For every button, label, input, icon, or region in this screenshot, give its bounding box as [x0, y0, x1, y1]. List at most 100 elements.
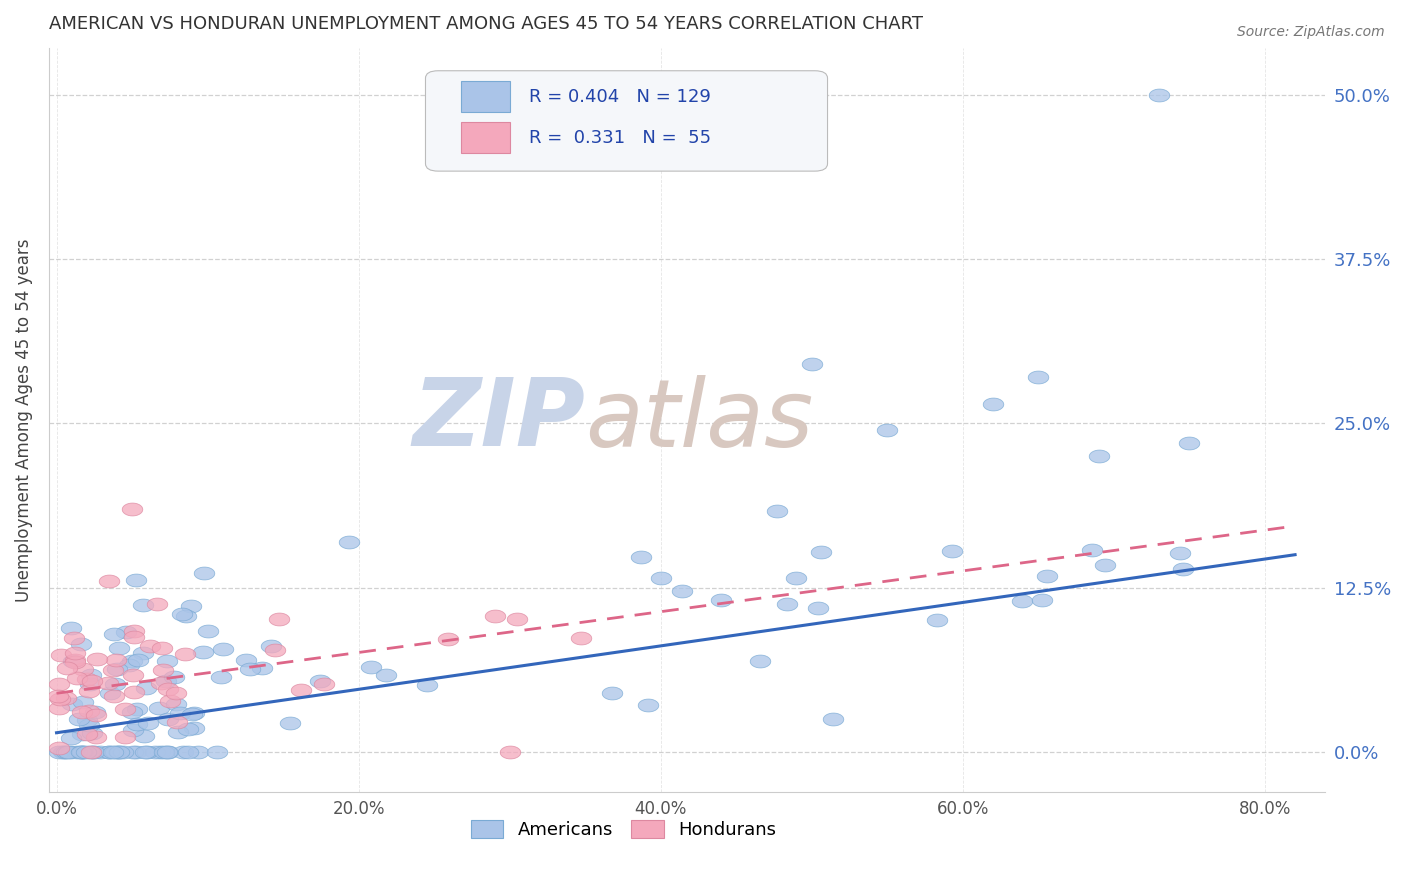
Point	[104, 676, 127, 690]
Point	[89, 746, 111, 760]
Point	[122, 668, 145, 682]
Point	[72, 726, 94, 740]
Point	[278, 715, 301, 730]
Point	[136, 746, 159, 760]
Point	[163, 669, 186, 683]
Point	[785, 571, 807, 585]
Point	[114, 702, 136, 716]
Point	[1173, 562, 1195, 576]
Point	[104, 746, 127, 760]
Point	[55, 691, 77, 706]
Point	[309, 674, 332, 689]
Text: R = 0.404   N = 129: R = 0.404 N = 129	[529, 87, 711, 106]
Point	[135, 681, 157, 696]
Point	[132, 646, 155, 660]
Point	[46, 689, 69, 703]
Point	[138, 639, 160, 653]
Point	[165, 686, 187, 700]
Point	[148, 700, 170, 714]
Point	[180, 599, 202, 613]
Point	[75, 746, 97, 760]
Point	[107, 746, 129, 760]
Point	[134, 730, 156, 744]
Point	[205, 746, 228, 760]
Text: atlas: atlas	[585, 375, 813, 466]
Point	[49, 691, 72, 706]
Point	[1036, 569, 1059, 583]
Point	[63, 655, 86, 669]
Point	[98, 574, 121, 589]
Point	[800, 357, 823, 371]
Point	[121, 746, 143, 760]
Point	[118, 658, 141, 673]
Point	[416, 678, 439, 692]
Text: ZIP: ZIP	[412, 375, 585, 467]
Point	[260, 640, 283, 654]
Point	[83, 706, 105, 720]
Text: R =  0.331   N =  55: R = 0.331 N = 55	[529, 128, 711, 147]
Point	[177, 746, 200, 760]
Point	[79, 718, 101, 732]
Point	[48, 677, 70, 691]
Text: Source: ZipAtlas.com: Source: ZipAtlas.com	[1237, 25, 1385, 39]
Point	[55, 746, 77, 760]
Point	[156, 746, 179, 760]
Point	[114, 730, 136, 744]
Point	[152, 664, 174, 678]
Point	[375, 668, 398, 682]
Point	[152, 746, 174, 760]
Point	[52, 746, 75, 760]
Point	[941, 544, 963, 558]
Point	[79, 746, 101, 760]
Point	[111, 746, 134, 760]
Point	[250, 660, 273, 674]
Point	[132, 598, 155, 612]
Point	[506, 612, 529, 626]
Point	[637, 698, 659, 713]
Y-axis label: Unemployment Among Ages 45 to 54 years: Unemployment Among Ages 45 to 54 years	[15, 238, 32, 602]
Point	[103, 663, 125, 677]
Point	[97, 746, 120, 760]
Point	[55, 661, 77, 675]
Point	[76, 727, 98, 741]
Point	[136, 716, 159, 731]
Point	[180, 707, 202, 722]
Point	[83, 746, 105, 760]
Point	[193, 566, 215, 581]
Point	[630, 549, 652, 564]
Point	[1011, 594, 1033, 608]
Point	[82, 674, 104, 689]
Point	[125, 746, 148, 760]
Point	[174, 647, 197, 661]
Point	[72, 662, 94, 676]
Point	[134, 746, 156, 760]
Point	[103, 690, 125, 704]
Point	[70, 705, 93, 719]
Point	[191, 645, 214, 659]
Point	[56, 746, 79, 760]
Point	[337, 535, 360, 549]
Point	[105, 653, 128, 667]
Point	[1087, 450, 1109, 464]
Point	[165, 697, 187, 711]
Point	[79, 676, 101, 690]
Point	[876, 423, 898, 437]
Point	[80, 668, 103, 682]
Point	[125, 702, 148, 716]
Point	[981, 397, 1004, 411]
Point	[79, 684, 101, 698]
Point	[63, 631, 86, 645]
Point	[70, 746, 93, 760]
Point	[143, 746, 166, 760]
Point	[86, 652, 108, 666]
Point	[170, 607, 193, 621]
Point	[183, 706, 205, 721]
Point	[176, 722, 198, 736]
Point	[60, 697, 83, 711]
Point	[59, 622, 82, 636]
Point	[122, 723, 145, 738]
Point	[59, 731, 82, 745]
Point	[264, 643, 287, 657]
Point	[166, 714, 188, 729]
Point	[437, 632, 460, 647]
